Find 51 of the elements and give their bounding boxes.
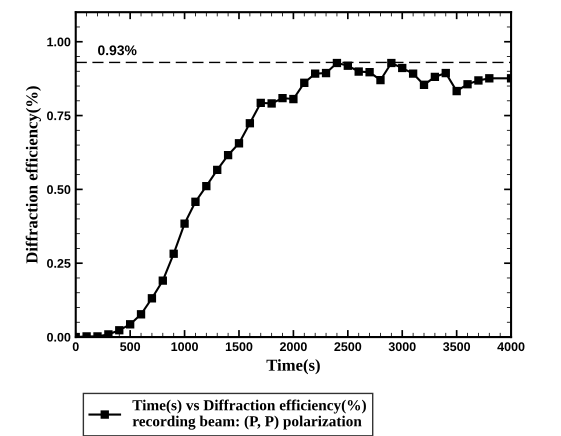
x-tick-label: 3500	[443, 342, 470, 352]
point	[136, 310, 146, 318]
point	[354, 67, 363, 76]
point	[158, 276, 167, 285]
x-tick-label: 0	[72, 342, 79, 352]
point	[430, 72, 440, 82]
x-tick-label: 4000	[497, 342, 524, 352]
point	[126, 320, 134, 328]
x-tick-label: 500	[120, 342, 140, 352]
point	[485, 74, 494, 83]
y-tick-label: 0.00	[47, 332, 70, 342]
y-tick-label: 0.25	[47, 259, 71, 268]
point	[289, 94, 298, 104]
point	[234, 139, 244, 148]
point	[398, 64, 406, 72]
y-tick-label: 1.00	[47, 38, 70, 46]
point	[452, 86, 461, 96]
ref-line-label: 0.93%	[98, 45, 137, 56]
point	[267, 99, 276, 108]
point	[224, 150, 232, 160]
legend-label: Time(s) vs Diffraction efficiency(%) recording beam: (P, P) polarization	[132, 400, 366, 430]
point	[463, 80, 472, 88]
point	[322, 68, 330, 78]
point	[442, 68, 450, 78]
y-tick-label: 0.75	[47, 111, 71, 120]
point	[180, 219, 189, 228]
point	[408, 69, 418, 78]
point	[148, 294, 156, 303]
point	[246, 119, 254, 128]
point	[311, 69, 320, 78]
point	[300, 78, 308, 87]
x-axis-title: Time(s)	[266, 359, 320, 374]
point	[202, 182, 211, 190]
point	[365, 68, 374, 76]
x-tick-label: 1000	[171, 342, 198, 352]
point	[420, 80, 428, 90]
point	[474, 76, 483, 85]
point	[170, 250, 178, 258]
point	[376, 76, 385, 84]
x-tick-label: 2500	[334, 342, 362, 352]
x-tick-label: 1500	[226, 342, 252, 352]
y-axis-title: Diffraction efficiency(%)	[26, 86, 41, 264]
point	[278, 94, 287, 102]
x-tick-label: 3000	[388, 342, 416, 352]
x-tick-label: 2000	[280, 342, 307, 352]
point	[387, 58, 396, 68]
point	[213, 166, 222, 174]
point	[115, 326, 124, 334]
point	[256, 98, 265, 108]
point	[191, 198, 200, 206]
y-tick-label: 0.50	[47, 185, 70, 194]
